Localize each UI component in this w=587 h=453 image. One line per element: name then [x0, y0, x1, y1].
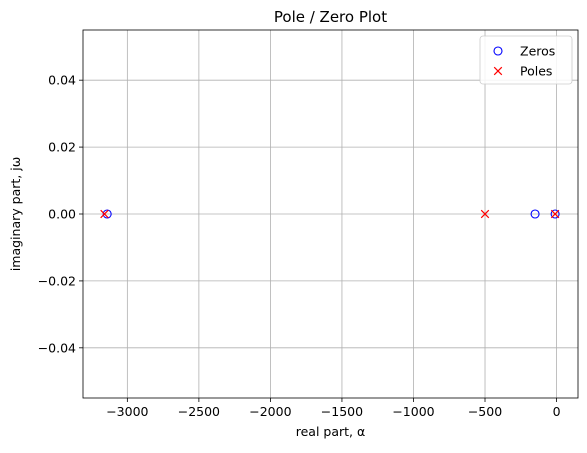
legend-label: Poles: [520, 64, 552, 79]
y-tick-label: 0.02: [48, 140, 76, 155]
pole-marker-stroke: [480, 209, 490, 219]
x-tick-label: −1000: [392, 404, 434, 419]
legend-pole-marker-stroke: [493, 66, 503, 76]
pole-marker: [480, 209, 490, 219]
x-tick-label: −2000: [249, 404, 291, 419]
zero-marker: [550, 209, 560, 219]
legend-box: [479, 35, 573, 85]
chart-title: Pole / Zero Plot: [274, 8, 387, 26]
x-tick-label: −2500: [178, 404, 220, 419]
pole-marker-stroke: [100, 209, 109, 219]
y-tick-label: 0.04: [48, 73, 76, 88]
y-tick-label: −0.04: [38, 340, 76, 355]
grid: [83, 30, 578, 398]
x-tick-label: 0: [553, 404, 561, 419]
zero-marker: [530, 209, 540, 219]
legend: Zeros Poles: [479, 35, 573, 85]
x-tick-label: −1500: [321, 404, 363, 419]
legend-label: Zeros: [520, 44, 555, 59]
x-axis-label: real part, α: [296, 424, 365, 439]
zero-marker: [102, 209, 112, 219]
x-tick-label: −3000: [106, 404, 148, 419]
x-tick-label: −500: [468, 404, 502, 419]
y-tick-label: −0.02: [38, 273, 76, 288]
data-marks: [100, 209, 560, 219]
legend-zero-marker: [493, 46, 503, 56]
y-tick-label: 0.00: [48, 207, 76, 222]
plot-frame: [82, 29, 579, 399]
axes: −3000 −2500 −2000 −1500 −1000 −500 0 −0.04 −0.02…: [38, 29, 579, 419]
pole-marker: [550, 209, 560, 219]
pole-marker-stroke: [550, 209, 560, 219]
pole-marker: [100, 209, 109, 219]
legend-pole-marker: [493, 66, 503, 76]
y-axis-label: imaginary part, jω: [8, 157, 23, 271]
